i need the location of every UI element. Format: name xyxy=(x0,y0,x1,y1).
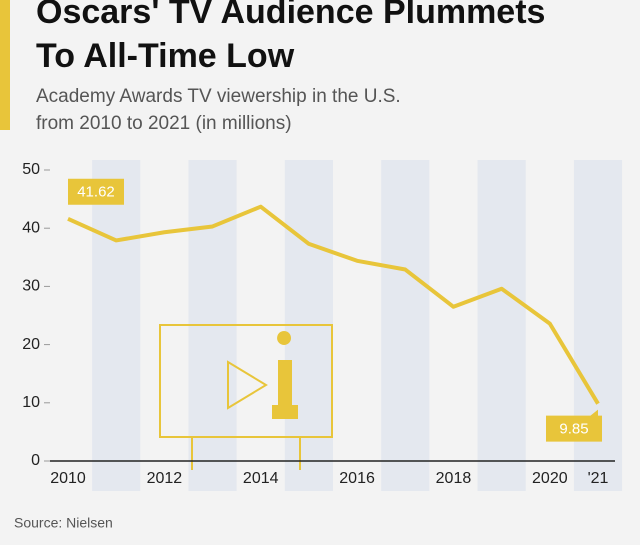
source: Source: Nielsen xyxy=(14,515,113,531)
x-tick-label: '21 xyxy=(588,470,609,487)
illustration xyxy=(159,324,333,470)
x-tick-label: 2012 xyxy=(147,470,183,487)
accent-bar xyxy=(0,0,10,130)
data-label: 9.85 xyxy=(559,421,588,438)
text-block: Oscars' TV Audience Plummets To All-Time … xyxy=(36,0,545,75)
play-icon xyxy=(227,360,268,410)
x-tick-label: 2020 xyxy=(532,470,568,487)
chart-title: Oscars' TV Audience Plummets To All-Time … xyxy=(36,0,545,75)
x-tick-label: 2016 xyxy=(339,470,375,487)
x-tick-label: 2018 xyxy=(436,470,472,487)
y-tick-label: 40 xyxy=(22,219,40,236)
stripes xyxy=(92,160,623,491)
y-tick-label: 0 xyxy=(31,452,40,469)
stripe xyxy=(92,160,141,491)
y-tick-label: 30 xyxy=(22,278,40,295)
text-block: Academy Awards TV viewership in the U.S.… xyxy=(36,86,401,134)
data-label-box xyxy=(546,409,602,442)
x-tick-label: 2010 xyxy=(50,470,86,487)
statuette xyxy=(272,331,298,419)
x-tick-label: 2014 xyxy=(243,470,279,487)
y-tick-label: 50 xyxy=(22,161,40,178)
line xyxy=(67,204,600,405)
data-label-box xyxy=(68,178,124,205)
stripe xyxy=(381,160,430,491)
y-tick-label: 20 xyxy=(22,336,40,353)
screen xyxy=(159,324,333,438)
y-tick-label: 10 xyxy=(22,394,40,411)
data-label: 41.62 xyxy=(77,184,115,201)
stripe xyxy=(477,160,526,491)
chart-subtitle: Academy Awards TV viewership in the U.S.… xyxy=(36,86,401,134)
